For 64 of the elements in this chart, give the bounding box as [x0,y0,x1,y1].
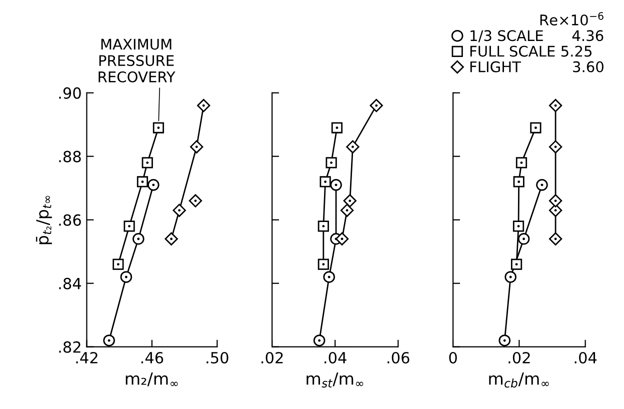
point [343,194,356,208]
point [197,98,210,112]
x-axis-title: m$_{cb}$/m$_{∞}$ [489,372,549,388]
point [335,232,349,246]
point [513,176,524,188]
point [152,122,164,134]
y-tick-label: .88 [59,150,81,162]
point [172,204,186,217]
point [512,220,524,232]
y-tick-label: .84 [59,278,82,290]
point [124,220,135,232]
point [548,98,562,112]
point [120,271,132,283]
point [190,140,204,154]
point [510,258,522,270]
legend-title: Re×10$^{−6}$ [540,12,604,26]
point [530,122,542,134]
point [164,232,178,246]
point [340,204,354,217]
point [112,258,124,270]
x-axis-title: m₂/m$_{∞}$ [126,372,178,386]
x-tick-label: .42 [76,352,98,364]
legend-label: FULL SCALE 5.25 [470,46,592,57]
annotation: MAXIMUM PRESSURE RECOVERY [98,38,176,82]
point [318,258,329,270]
point [331,122,343,134]
point [142,157,153,168]
point [188,194,202,208]
legend-label: FLIGHT 3.60 [470,61,604,72]
point [370,98,383,112]
point [548,194,562,208]
point [318,220,329,232]
point [320,176,331,188]
x-tick-label: .04 [324,352,346,364]
x-tick-label: .46 [141,352,164,364]
point [548,204,562,217]
point [136,176,148,188]
point [498,334,511,346]
point [326,157,337,168]
legend-label: 1/3 SCALE 4.36 [470,30,604,42]
point [148,179,160,191]
x-tick-label: 0 [449,352,457,364]
x-tick-label: .02 [508,352,530,364]
point [132,232,144,245]
x-tick-label: .02 [262,352,283,364]
point [516,157,528,168]
point [103,334,115,346]
point [548,140,562,154]
x-tick-label: .50 [206,352,228,364]
point [518,232,530,245]
y-tick-label: .82 [59,341,80,353]
y-tick-label: .90 [59,87,81,99]
y-axis-title: p̄$_{t₂}$/p$_{t∞}$ [36,196,52,244]
x-axis-title: m$_{st}$/m$_{∞}$ [306,372,364,388]
x-tick-label: .06 [388,352,410,364]
point [346,140,360,154]
point [313,334,326,346]
x-tick-label: .04 [574,352,597,364]
point [548,232,562,246]
point [504,271,516,283]
point [330,179,342,191]
y-tick-label: .86 [59,214,81,226]
point [323,271,336,283]
point [536,179,548,191]
